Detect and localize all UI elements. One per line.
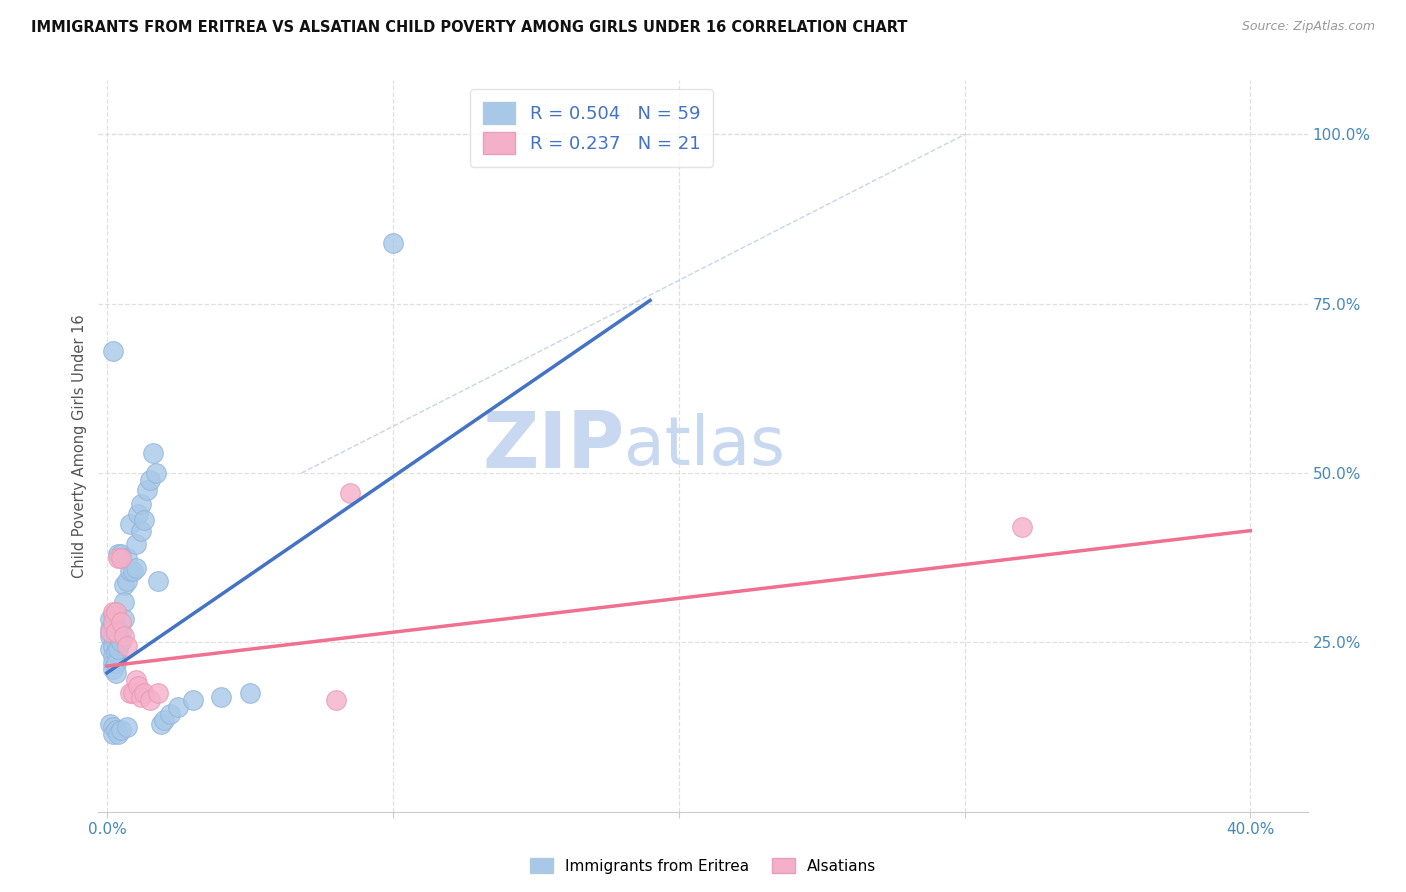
- Point: [98, 716, 121, 731]
- Point: [115, 574, 138, 589]
- Point: [124, 537, 146, 551]
- Point: [101, 663, 124, 677]
- Point: [104, 625, 127, 640]
- Point: [118, 564, 141, 578]
- Point: [110, 615, 132, 629]
- Point: [115, 639, 138, 653]
- Y-axis label: Child Poverty Among Girls Under 16: Child Poverty Among Girls Under 16: [72, 314, 87, 578]
- Point: [139, 693, 162, 707]
- Point: [107, 550, 129, 565]
- Point: [134, 686, 156, 700]
- Point: [107, 727, 129, 741]
- Legend: Immigrants from Eritrea, Alsatians: Immigrants from Eritrea, Alsatians: [523, 852, 883, 880]
- Point: [104, 635, 127, 649]
- Point: [110, 550, 132, 565]
- Point: [115, 720, 138, 734]
- Point: [101, 618, 124, 632]
- Point: [129, 524, 152, 538]
- Point: [101, 605, 124, 619]
- Point: [98, 642, 121, 657]
- Point: [150, 716, 173, 731]
- Point: [104, 605, 127, 619]
- Point: [104, 665, 127, 680]
- Point: [121, 686, 143, 700]
- Text: Source: ZipAtlas.com: Source: ZipAtlas.com: [1241, 20, 1375, 33]
- Point: [107, 642, 129, 657]
- Point: [98, 629, 121, 643]
- Point: [381, 235, 404, 250]
- Point: [124, 561, 146, 575]
- Point: [101, 656, 124, 670]
- Point: [110, 625, 132, 640]
- Point: [148, 686, 170, 700]
- Point: [101, 727, 124, 741]
- Point: [129, 497, 152, 511]
- Point: [110, 635, 132, 649]
- Point: [159, 706, 181, 721]
- Point: [129, 690, 152, 704]
- Point: [98, 625, 121, 640]
- Point: [181, 693, 204, 707]
- Point: [104, 656, 127, 670]
- Point: [101, 720, 124, 734]
- Point: [118, 516, 141, 531]
- Point: [139, 473, 162, 487]
- Point: [104, 615, 127, 629]
- Point: [239, 686, 262, 700]
- Point: [98, 612, 121, 626]
- Point: [209, 690, 232, 704]
- Point: [145, 466, 167, 480]
- Point: [1011, 520, 1033, 534]
- Text: atlas: atlas: [624, 413, 786, 479]
- Point: [115, 550, 138, 565]
- Point: [153, 714, 176, 728]
- Point: [142, 446, 165, 460]
- Point: [104, 646, 127, 660]
- Point: [101, 629, 124, 643]
- Point: [127, 680, 149, 694]
- Point: [98, 622, 121, 636]
- Point: [101, 608, 124, 623]
- Point: [101, 639, 124, 653]
- Point: [101, 648, 124, 663]
- Point: [112, 595, 135, 609]
- Point: [134, 514, 156, 528]
- Text: ZIP: ZIP: [482, 408, 624, 484]
- Point: [112, 578, 135, 592]
- Point: [107, 547, 129, 561]
- Point: [127, 507, 149, 521]
- Point: [118, 686, 141, 700]
- Point: [107, 632, 129, 646]
- Point: [124, 673, 146, 687]
- Point: [110, 547, 132, 561]
- Legend: R = 0.504   N = 59, R = 0.237   N = 21: R = 0.504 N = 59, R = 0.237 N = 21: [470, 89, 713, 167]
- Point: [104, 625, 127, 640]
- Point: [112, 629, 135, 643]
- Point: [339, 486, 361, 500]
- Point: [167, 699, 190, 714]
- Text: IMMIGRANTS FROM ERITREA VS ALSATIAN CHILD POVERTY AMONG GIRLS UNDER 16 CORRELATI: IMMIGRANTS FROM ERITREA VS ALSATIAN CHIL…: [31, 20, 907, 35]
- Point: [110, 723, 132, 738]
- Point: [107, 622, 129, 636]
- Point: [325, 693, 347, 707]
- Point: [104, 723, 127, 738]
- Point: [121, 564, 143, 578]
- Point: [112, 612, 135, 626]
- Point: [148, 574, 170, 589]
- Point: [136, 483, 159, 497]
- Point: [101, 615, 124, 629]
- Point: [101, 344, 124, 359]
